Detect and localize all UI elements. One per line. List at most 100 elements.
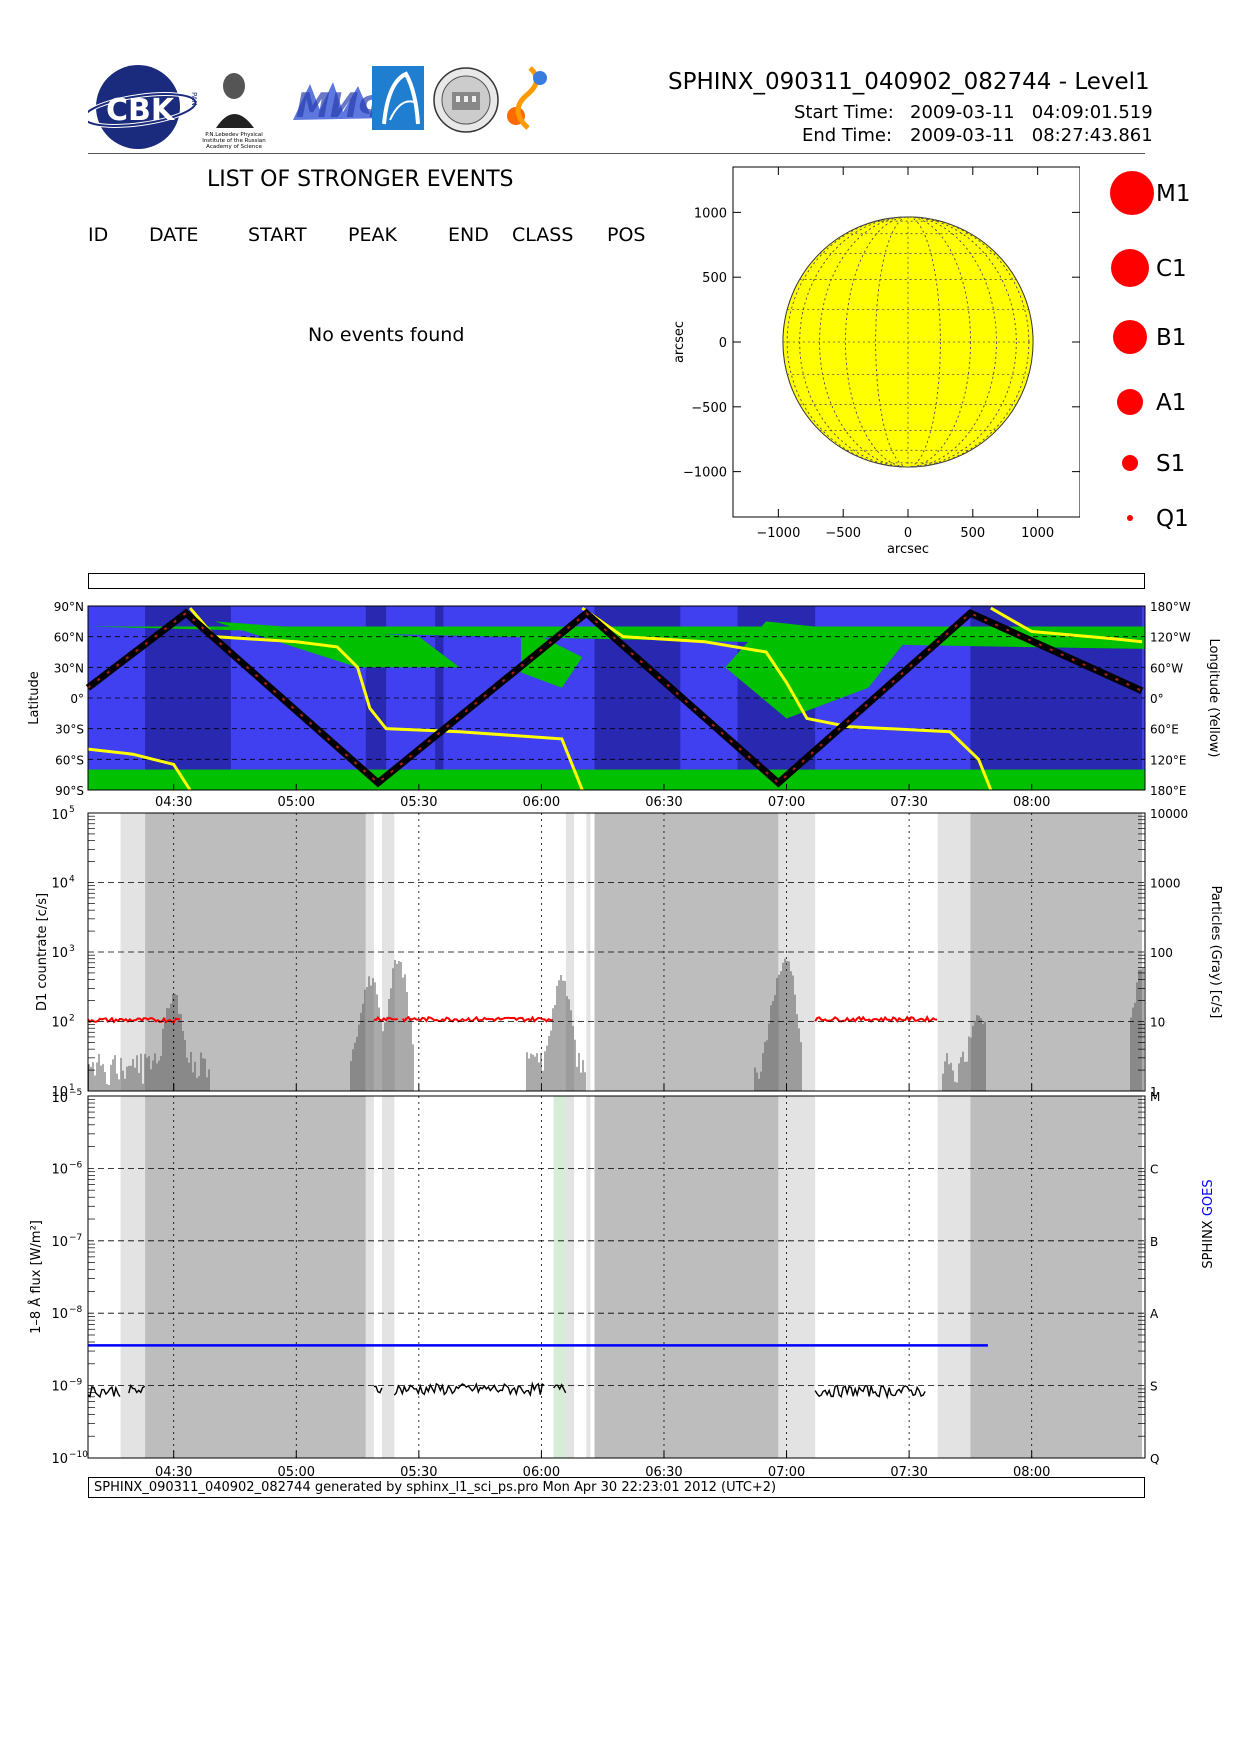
lat-tick-label: 30°S (55, 723, 84, 737)
dark-shade (594, 813, 779, 1091)
sphinx-legend-label: SPHINX (1201, 1216, 1216, 1268)
time-series-panels: 90°N 180°W 60°N 120°W 30°N 60°W 0° 0° 30°S 60°E 60… (27, 600, 1223, 1480)
goes-class-tick-label: Q (1150, 1452, 1159, 1466)
lat-tick-label: 60°S (55, 753, 84, 767)
y-tick-label: −1000 (683, 466, 727, 481)
flux-x-tick-label: 07:30 (890, 1465, 927, 1480)
end-time-value: 2009-03-11 08:27:43.861 (910, 125, 1153, 146)
lat-tick-label: 90°S (55, 784, 84, 798)
end-time-label: End Time: (802, 125, 893, 146)
x-axis-label: arcsec (887, 542, 929, 557)
col-start: START (248, 224, 307, 246)
y-tick-exponent: −8 (69, 1305, 83, 1315)
legend-label: M1 (1156, 181, 1190, 207)
y-tick-exponent: −5 (69, 1088, 82, 1098)
legend-label: C1 (1156, 256, 1187, 282)
orbit-x-tick-label: 05:30 (400, 795, 437, 810)
lon-tick-label: 60°E (1150, 723, 1179, 737)
legend-marker (1113, 320, 1147, 354)
legend-marker (1122, 455, 1138, 471)
dark-shade (970, 1096, 1143, 1458)
legend-label: B1 (1156, 325, 1186, 351)
flux-x-tick-label: 06:30 (645, 1465, 682, 1480)
event-list: LIST OF STRONGER EVENTS ID DATE START PE… (0, 160, 680, 360)
longitude-curve (87, 747, 192, 791)
y-axis-label: arcsec (672, 321, 687, 363)
y-tick-base: 10 (51, 946, 68, 961)
longitude-curve (188, 607, 584, 791)
col-end: END (448, 224, 489, 246)
sphinx-series (393, 1381, 545, 1398)
col-peak: PEAK (348, 224, 397, 246)
legend-marker (1110, 171, 1154, 215)
start-time-label: Start Time: (794, 102, 894, 123)
lat-tick-label: 0° (70, 692, 84, 706)
flux-ylabel-right: SPHINX GOES (1201, 1179, 1216, 1268)
legend-marker (1111, 249, 1149, 287)
svg-text:Academy of Science: Academy of Science (206, 144, 262, 150)
flux-x-tick-label: 08:00 (1013, 1465, 1050, 1480)
flux-x-tick-label: 06:00 (523, 1465, 560, 1480)
dark-shade (145, 1096, 366, 1458)
longitude-line (845, 216, 971, 468)
y-tick-label: −500 (691, 401, 727, 416)
goes-legend-label: GOES (1201, 1179, 1216, 1216)
goes-class-tick-label: C (1150, 1162, 1158, 1176)
y-tick-base: 10 (51, 1452, 68, 1467)
lat-tick-label: 90°N (54, 600, 84, 614)
d1-countrate-series (373, 1016, 399, 1022)
orbit-x-tick-label: 07:00 (768, 795, 805, 810)
y-tick-exponent: 5 (69, 805, 75, 815)
y-tick-exponent: 2 (69, 1014, 75, 1024)
y-tick-base: 10 (51, 808, 68, 823)
flux-x-tick-label: 05:00 (278, 1465, 315, 1480)
sun-logo (507, 66, 547, 130)
col-id: ID (88, 224, 109, 246)
d1-countrate-series (814, 1014, 938, 1023)
particles-tick-label: 1 (1150, 1085, 1158, 1099)
light-shade (365, 1096, 374, 1458)
orbit-ylabel-left: Latitude (27, 671, 42, 725)
saa-region (520, 626, 583, 688)
flare-class-legend: M1 C1 B1 A1 S1 Q1 (1110, 171, 1190, 532)
logo-strip: CBK PAN P.N.Lebedev Physical Institute o… (88, 65, 547, 150)
x-tick-label: 1000 (1021, 526, 1054, 541)
x-tick-label: 0 (904, 526, 912, 541)
dark-shade (970, 813, 1143, 1091)
orbit-x-tick-label: 04:30 (155, 795, 192, 810)
particles-tick-label: 1000 (1150, 877, 1181, 891)
y-tick-base: 10 (51, 1307, 68, 1322)
particles-tick-label: 10 (1150, 1016, 1165, 1030)
panel-frame (87, 812, 1146, 1092)
y-tick-base: 10 (51, 1235, 68, 1250)
cbk-logo-small: PAN (190, 92, 198, 106)
x-tick-label: −1000 (756, 526, 800, 541)
solar-disk-plot: −1000 −500 0 500 1000 1000 500 0 −500 −1000 arcsec… (672, 166, 1080, 557)
col-date: DATE (149, 224, 199, 246)
saa-region (214, 621, 460, 668)
particles-tick-label: 10000 (1150, 807, 1188, 821)
light-shade (120, 1096, 146, 1458)
dark-shade (594, 1096, 779, 1458)
sphinx-series (553, 1383, 567, 1394)
lon-tick-label: 0° (1150, 692, 1164, 706)
y-tick-exponent: −9 (69, 1378, 83, 1388)
institute-logo (372, 66, 424, 130)
heliographic-grid (782, 216, 1034, 468)
y-tick-base: 10 (51, 1162, 68, 1177)
light-shade (586, 1096, 591, 1458)
y-tick-label: 1000 (694, 206, 727, 221)
lon-tick-label: 120°W (1150, 631, 1191, 645)
orbit-x-tick-label: 07:30 (890, 795, 927, 810)
countrate-ylabel-right: Particles (Gray) [c/s] (1208, 886, 1223, 1019)
lat-tick-label: 60°N (54, 631, 84, 645)
y-tick-base: 10 (51, 877, 68, 892)
event-list-title: LIST OF STRONGER EVENTS (207, 167, 514, 192)
goes-class-tick-label: S (1150, 1380, 1158, 1394)
sphinx-series (814, 1384, 926, 1400)
col-pos: POS (607, 224, 646, 246)
y-tick-base: 10 (51, 1085, 68, 1100)
legend-label: A1 (1156, 390, 1186, 416)
orbit-x-tick-label: 06:30 (645, 795, 682, 810)
flux-x-tick-label: 07:00 (768, 1465, 805, 1480)
